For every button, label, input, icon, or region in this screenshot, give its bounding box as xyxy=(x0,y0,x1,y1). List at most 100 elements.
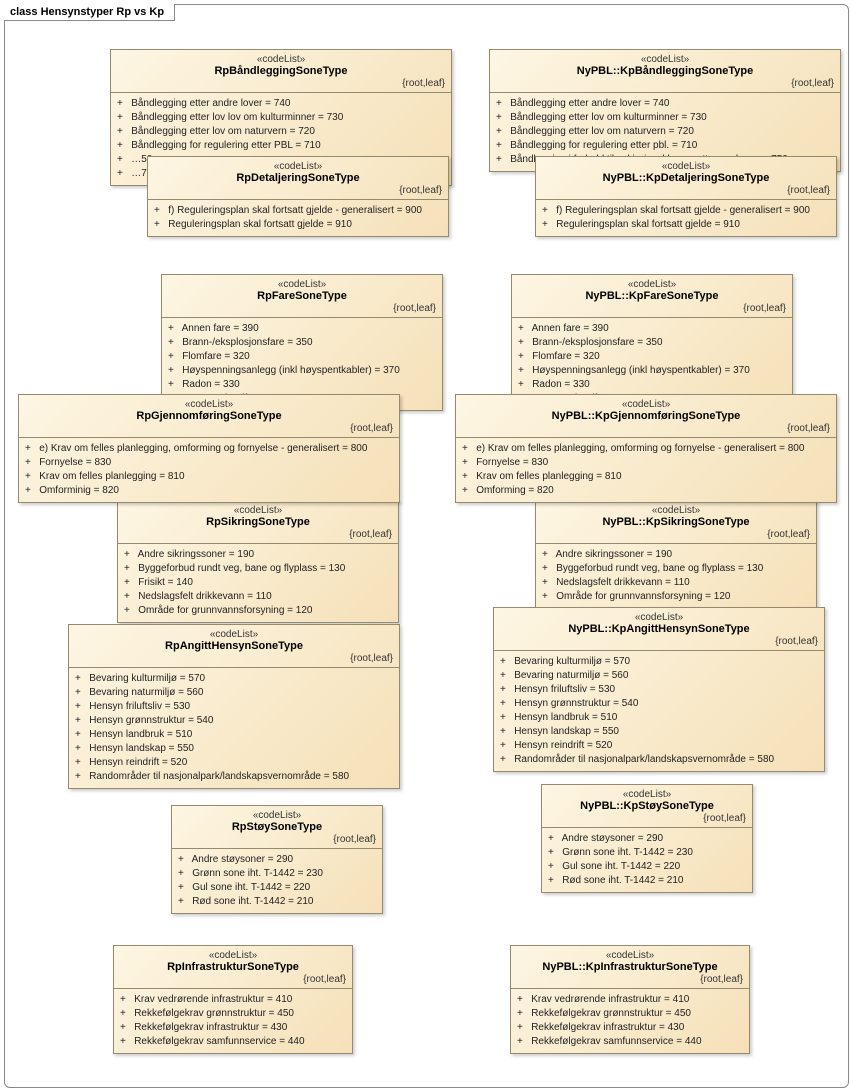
attribute-row: Randområder til nasjonalpark/landskapsve… xyxy=(75,770,393,784)
box-header: «codeList»NyPBL::KpGjennomføringSoneType… xyxy=(456,395,836,438)
attributes-section: f) Reguleringsplan skal fortsatt gjelde … xyxy=(536,200,836,236)
box-header: «codeList»NyPBL::KpFareSoneType{root,lea… xyxy=(512,275,792,318)
box-header: «codeList»RpDetaljeringSoneType{root,lea… xyxy=(148,157,448,200)
attribute-row: Krav om felles planlegging = 810 xyxy=(462,470,830,484)
attribute-row: Brann-/eksplosjonsfare = 350 xyxy=(518,336,786,350)
class-name: NyPBL::KpGjennomføringSoneType xyxy=(462,410,830,422)
attribute-row: Rekkefølgekrav infrastruktur = 430 xyxy=(517,1021,743,1035)
constraint-label: {root,leaf} xyxy=(542,528,810,540)
attribute-row: Radon = 330 xyxy=(518,378,786,392)
diagram-frame: class Hensynstyper Rp vs Kp «codeList»Rp… xyxy=(4,4,849,1088)
class-name: NyPBL::KpAngittHensynSoneType xyxy=(500,623,818,635)
attribute-row: Krav vedrørende infrastruktur = 410 xyxy=(120,993,346,1007)
attribute-row: Byggeforbud rundt veg, bane og flyplass … xyxy=(542,562,810,576)
stereotype-label: «codeList» xyxy=(542,505,810,516)
codelist-rpSikring: «codeList»RpSikringSoneType{root,leaf} An… xyxy=(117,500,399,623)
attributes-section: Krav vedrørende infrastruktur = 410Rekke… xyxy=(114,989,352,1053)
attribute-row: Annen fare = 390 xyxy=(168,322,436,336)
attribute-row: Brann-/eksplosjonsfare = 350 xyxy=(168,336,436,350)
class-name: NyPBL::KpBåndleggingSoneType xyxy=(496,65,834,77)
attribute-row: Hensyn grønnstruktur = 540 xyxy=(500,697,818,711)
stereotype-label: «codeList» xyxy=(518,279,786,290)
attribute-row: f) Reguleringsplan skal fortsatt gjelde … xyxy=(542,204,830,218)
box-header: «codeList»RpInfrastrukturSoneType{root,l… xyxy=(114,946,352,989)
box-header: «codeList»NyPBL::KpDetaljeringSoneType{r… xyxy=(536,157,836,200)
attribute-row: Grønn sone iht. T-1442 = 230 xyxy=(548,846,746,860)
attributes-section: e) Krav om felles planlegging, omforming… xyxy=(456,438,836,502)
stereotype-label: «codeList» xyxy=(168,279,436,290)
constraint-label: {root,leaf} xyxy=(120,973,346,985)
constraint-label: {root,leaf} xyxy=(124,528,392,540)
constraint-label: {root,leaf} xyxy=(154,184,442,196)
codelist-kpStoy: «codeList»NyPBL::KpStøySoneType{root,lea… xyxy=(541,784,753,893)
stereotype-label: «codeList» xyxy=(496,54,834,65)
attribute-row: Hensyn friluftsliv = 530 xyxy=(500,683,818,697)
attributes-section: Andre sikringssoner = 190Byggeforbud run… xyxy=(118,544,398,622)
box-header: «codeList»RpAngittHensynSoneType{root,le… xyxy=(69,625,399,668)
attribute-row: Bevaring naturmiljø = 560 xyxy=(500,669,818,683)
class-name: RpStøySoneType xyxy=(178,821,376,833)
class-name: NyPBL::KpFareSoneType xyxy=(518,290,786,302)
attribute-row: Krav vedrørende infrastruktur = 410 xyxy=(517,993,743,1007)
box-header: «codeList»RpBåndleggingSoneType{root,lea… xyxy=(111,50,451,93)
codelist-rpDetaljering: «codeList»RpDetaljeringSoneType{root,lea… xyxy=(147,156,449,237)
attribute-row: Rekkefølgekrav infrastruktur = 430 xyxy=(120,1021,346,1035)
stereotype-label: «codeList» xyxy=(517,950,743,961)
attribute-row: Område for grunnvannsforsyning = 120 xyxy=(124,604,392,618)
class-name: RpDetaljeringSoneType xyxy=(154,172,442,184)
attribute-row: Frisikt = 140 xyxy=(124,576,392,590)
class-name: RpBåndleggingSoneType xyxy=(117,65,445,77)
attribute-row: Hensyn friluftsliv = 530 xyxy=(75,700,393,714)
attributes-section: Krav vedrørende infrastruktur = 410 Rekke… xyxy=(511,989,749,1053)
attributes-section: e) Krav om felles planlegging, omforming… xyxy=(19,438,399,502)
constraint-label: {root,leaf} xyxy=(542,184,830,196)
attribute-row: Båndlegging etter lov om naturvern = 720 xyxy=(117,125,445,139)
attribute-row: Båndlegging for regulering etter PBL = 7… xyxy=(117,139,445,153)
stereotype-label: «codeList» xyxy=(75,629,393,640)
attribute-row: Annen fare = 390 xyxy=(518,322,786,336)
codelist-kpBandlegging: «codeList»NyPBL::KpBåndleggingSoneType{r… xyxy=(489,49,841,172)
attribute-row: Bevaring kulturmiljø = 570 xyxy=(500,655,818,669)
box-header: «codeList»NyPBL::KpStøySoneType{root,lea… xyxy=(542,785,752,828)
codelist-rpFare: «codeList»RpFareSoneType{root,leaf}Annen… xyxy=(161,274,443,411)
constraint-label: {root,leaf} xyxy=(518,302,786,314)
attribute-row: Fornyelse = 830 xyxy=(462,456,830,470)
attribute-row: Bevaring kulturmiljø = 570 xyxy=(75,672,393,686)
attribute-row: Flomfare = 320 xyxy=(168,350,436,364)
attribute-row: Nedslagsfelt drikkevann = 110 xyxy=(542,576,810,590)
attribute-row: Gul sone iht. T-1442 = 220 xyxy=(548,860,746,874)
constraint-label: {root,leaf} xyxy=(178,833,376,845)
stereotype-label: «codeList» xyxy=(542,161,830,172)
constraint-label: {root,leaf} xyxy=(500,635,818,647)
attribute-row: Flomfare = 320 xyxy=(518,350,786,364)
attribute-row: Rekkefølgekrav samfunnservice = 440 xyxy=(120,1035,346,1049)
diagram-title: class Hensynstyper Rp vs Kp xyxy=(4,4,175,21)
codelist-kpFare: «codeList»NyPBL::KpFareSoneType{root,lea… xyxy=(511,274,793,411)
attribute-row: Grønn sone iht. T-1442 = 230 xyxy=(178,867,376,881)
class-name: NyPBL::KpDetaljeringSoneType xyxy=(542,172,830,184)
attribute-row: Reguleringsplan skal fortsatt gjelde = 9… xyxy=(542,218,830,232)
class-name: RpSikringSoneType xyxy=(124,516,392,528)
attribute-row: Rekkefølgekrav grønnstruktur = 450 xyxy=(120,1007,346,1021)
constraint-label: {root,leaf} xyxy=(117,77,445,89)
attribute-row: Hensyn reindrift = 520 xyxy=(75,756,393,770)
stereotype-label: «codeList» xyxy=(178,810,376,821)
codelist-rpInfra: «codeList»RpInfrastrukturSoneType{root,l… xyxy=(113,945,353,1054)
attribute-row: Område for grunnvannsforsyning = 120 xyxy=(542,590,810,604)
stereotype-label: «codeList» xyxy=(124,505,392,516)
attribute-row: Krav om felles planlegging = 810 xyxy=(25,470,393,484)
attribute-row: Rød sone iht. T-1442 = 210 xyxy=(178,895,376,909)
codelist-rpAngitt: «codeList»RpAngittHensynSoneType{root,le… xyxy=(68,624,400,789)
stereotype-label: «codeList» xyxy=(120,950,346,961)
box-header: «codeList»NyPBL::KpAngittHensynSoneType{… xyxy=(494,608,824,651)
attribute-row: Nedslagsfelt drikkevann = 110 xyxy=(124,590,392,604)
class-name: RpAngittHensynSoneType xyxy=(75,640,393,652)
attribute-row: Båndlegging for regulering etter pbl. = … xyxy=(496,139,834,153)
constraint-label: {root,leaf} xyxy=(75,652,393,664)
codelist-kpAngitt: «codeList»NyPBL::KpAngittHensynSoneType{… xyxy=(493,607,825,772)
attributes-section: Andre sikringssoner = 190Byggeforbud run… xyxy=(536,544,816,608)
attribute-row: Rekkefølgekrav samfunnservice = 440 xyxy=(517,1035,743,1049)
class-name: RpFareSoneType xyxy=(168,290,436,302)
attribute-row: e) Krav om felles planlegging, omforming… xyxy=(462,442,830,456)
attribute-row: Andre støysoner = 290 xyxy=(178,853,376,867)
